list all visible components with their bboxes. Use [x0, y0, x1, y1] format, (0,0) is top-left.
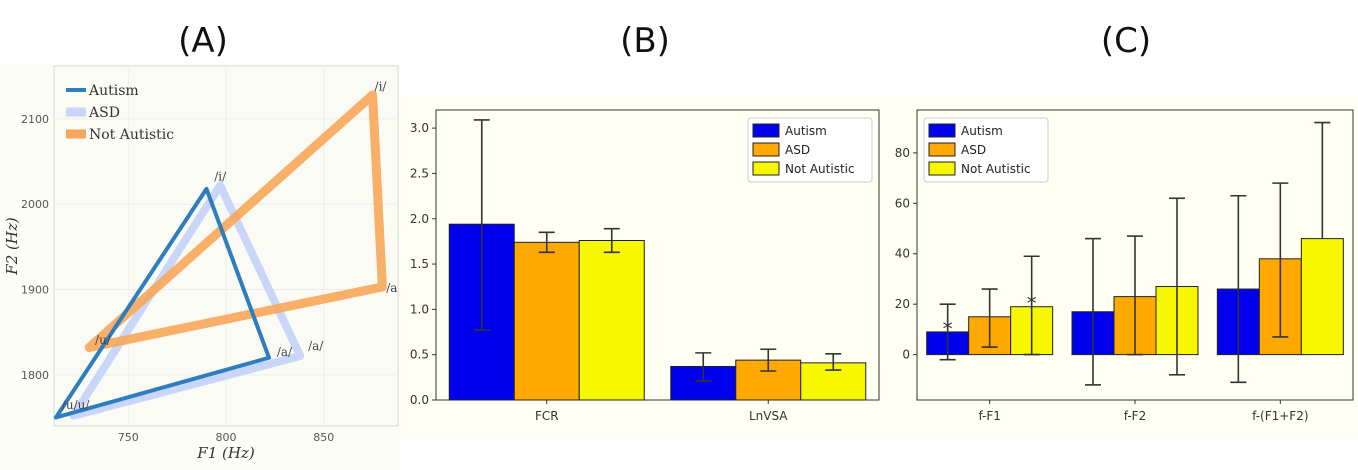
panel-b-y-tick-label: 0.5	[410, 348, 429, 362]
panel-b-x-tick-label: FCR	[535, 409, 559, 423]
panel-a-y-tick-label: 1800	[21, 369, 49, 382]
panel-a-x-tick-label: 750	[118, 431, 139, 444]
panel-c-y-tick-label: 80	[895, 146, 910, 160]
panel-a-vowel-label: /a/	[277, 345, 293, 359]
panel-label-b: (B)	[620, 21, 670, 61]
panel-c-legend-swatch-autism	[928, 123, 956, 138]
panel-c-y-tick-label: 0	[902, 348, 910, 362]
panel-c-y-tick-label: 20	[895, 297, 910, 311]
panel-c-legend-label: Not Autistic	[961, 162, 1031, 176]
panel-a-point-labels: /i/ /i/ /a/a/ /a/ /u/ /u/u/	[62, 80, 398, 412]
panel-c-legend-label: ASD	[961, 143, 986, 157]
fcr-lnvsa-bar-chart: 0.0 0.5 1.0 1.5 2.0 2.5 3.0 FCR LnVSA Autism ASD N…	[400, 96, 886, 436]
panel-b-legend-swatch-autism	[752, 123, 780, 138]
panel-b-y-tick-label: 2.0	[410, 212, 429, 226]
panel-a-y-tick-label: 2100	[21, 113, 49, 126]
panel-a-legend: Autism ASD Not Autistic	[66, 83, 174, 143]
panel-b-y-tick-label: 3.0	[410, 121, 429, 135]
panel-label-c: (C)	[1101, 21, 1151, 61]
panel-b-legend-label: Autism	[785, 124, 827, 138]
panel-a-ticks: 750 800 850 1800 1900 2000 2100	[21, 113, 334, 444]
panel-b-bars	[448, 119, 867, 401]
panel-b-ticks: 0.0 0.5 1.0 1.5 2.0 2.5 3.0 FCR LnVSA	[410, 121, 788, 423]
panel-b-y-tick-label: 2.5	[410, 166, 429, 180]
panel-label-a: (A)	[178, 21, 228, 61]
panel-b-legend-swatch-not-autistic	[752, 161, 780, 176]
panel-a-x-axis-label: F1 (Hz)	[196, 444, 255, 462]
panel-a-vowel-label: /i/	[214, 169, 227, 183]
vowel-triangle-chart: 750 800 850 1800 1900 2000 2100 /i/ /i/ /a/a/ /a/…	[0, 64, 400, 470]
panel-a-triangle-not-autistic	[84, 90, 387, 353]
panel-a-y-tick-label: 2000	[21, 198, 49, 211]
panel-c-annotations: **	[943, 292, 1037, 341]
panel-a-y-axis-label: F2 (Hz)	[3, 217, 21, 276]
panel-a-triangle-autism	[53, 186, 271, 420]
panel-c-legend-label: Autism	[961, 124, 1003, 138]
panel-c-legend-swatch-not-autistic	[928, 161, 956, 176]
panel-a-vowel-label: /i/	[375, 80, 388, 94]
panel-a-legend-label: ASD	[88, 105, 120, 121]
panel-c-x-tick-label: f-F1	[978, 409, 1000, 423]
panel-a-vowel-label: /u/	[95, 333, 112, 347]
panel-b-x-tick-label: LnVSA	[749, 409, 788, 423]
panel-c-y-tick-label: 60	[895, 196, 910, 210]
panel-a-vowel-label: /a	[386, 281, 397, 295]
panel-b-legend-swatch-asd	[752, 142, 780, 157]
panel-c-ticks: 0 20 40 60 80 f-F1 f-F2 f-(F1+F2)	[895, 146, 1309, 423]
panel-b-y-tick-label: 1.0	[410, 302, 429, 316]
panel-a-vowel-label: /a/	[308, 339, 324, 353]
panel-a-legend-label: Not Autistic	[89, 127, 174, 143]
panel-c-legend: Autism ASD Not Autistic	[923, 117, 1049, 183]
panel-c-x-tick-label: f-(F1+F2)	[1252, 409, 1308, 423]
panel-b-legend-label: ASD	[785, 143, 810, 157]
panel-c-legend-swatch-asd	[928, 142, 956, 157]
panel-a-x-tick-label: 800	[216, 431, 237, 444]
panel-c-significance-marker: *	[1027, 292, 1037, 316]
panel-a-series	[53, 90, 387, 420]
panel-b-bar-asd	[513, 241, 580, 401]
panel-b-y-tick-label: 0.0	[410, 393, 429, 407]
panel-b-legend-label: Not Autistic	[785, 162, 855, 176]
panel-c-x-tick-label: f-F2	[1124, 409, 1146, 423]
panel-c-significance-marker: *	[943, 317, 953, 341]
panel-a-y-tick-label: 1900	[21, 284, 49, 297]
panel-c-y-tick-label: 40	[895, 247, 910, 261]
panel-a-vowel-label: /u/u/	[62, 398, 91, 412]
panel-b-legend: Autism ASD Not Autistic	[747, 117, 873, 183]
panel-c-bar-not-autistic	[1300, 238, 1344, 356]
panel-a-x-tick-label: 850	[313, 431, 334, 444]
panel-a-legend-label: Autism	[88, 83, 139, 99]
panel-b-bar-not-autistic	[578, 240, 645, 401]
panel-b-y-tick-label: 1.5	[410, 257, 429, 271]
panel-c-bars	[926, 121, 1344, 386]
